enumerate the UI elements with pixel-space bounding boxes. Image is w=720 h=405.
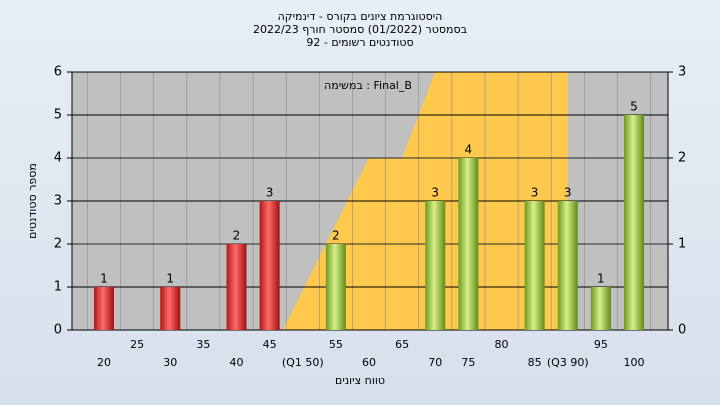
value-label: 1 (597, 272, 605, 286)
value-label: 1 (100, 272, 108, 286)
x-tick-label: 75 (461, 356, 475, 369)
x-tick-label: 55 (329, 338, 343, 351)
value-label: 3 (431, 186, 439, 200)
x-tick-label: 85 (528, 356, 542, 369)
y-axis-label: מספר סטודנטים (26, 163, 39, 239)
x-tick-label: 65 (395, 338, 409, 351)
bar (425, 201, 446, 330)
y2-tick-label: 1 (678, 237, 686, 252)
x-tick-label: 40 (230, 356, 244, 369)
chart-subtitle: בסמסטר (01/2022) סמסטר חורף 2022/23 (253, 23, 467, 36)
x-tick-label: 80 (495, 338, 509, 351)
value-label: 3 (266, 186, 274, 200)
annotation: במשימה : Final_B (324, 79, 412, 92)
y2-tick-label: 3 (678, 65, 686, 80)
value-label: 3 (564, 186, 572, 200)
x-tick-label: 30 (163, 356, 177, 369)
y-tick-label: 6 (54, 65, 62, 80)
x-tick-label: (Q1 50) (282, 356, 324, 369)
bar (160, 287, 181, 330)
value-label: 3 (531, 186, 539, 200)
bar (590, 287, 611, 330)
value-label: 4 (465, 143, 473, 157)
y-tick-label: 0 (54, 323, 62, 338)
bar (458, 158, 479, 330)
value-label: 2 (233, 229, 241, 243)
x-tick-label: (Q3 90) (547, 356, 589, 369)
x-tick-label: 60 (362, 356, 376, 369)
value-label: 2 (332, 229, 340, 243)
chart-subtitle: סטודנטים רשומים - 92 (306, 36, 413, 49)
bar (557, 201, 578, 330)
plot-frame (71, 71, 669, 331)
y-tick-label: 5 (54, 108, 62, 123)
bar (624, 115, 644, 330)
y2-tick-label: 0 (678, 323, 686, 338)
y-tick-label: 3 (54, 194, 62, 209)
y-tick-label: 1 (54, 280, 62, 295)
value-label: 5 (630, 100, 638, 114)
bar (259, 201, 280, 330)
x-tick-label: 45 (263, 338, 277, 351)
bar (325, 244, 346, 330)
bar (226, 244, 247, 330)
y-tick-label: 4 (54, 151, 62, 166)
y-tick-label: 2 (54, 237, 62, 252)
value-label: 1 (166, 272, 174, 286)
bar (524, 201, 545, 330)
x-tick-label: 95 (594, 338, 608, 351)
bar (94, 287, 114, 330)
x-axis-label: טווח ציונים (335, 374, 385, 387)
y2-tick-label: 2 (678, 151, 686, 166)
chart-title: היסטוגרמת ציונים בקורס - דינמיקה (278, 10, 443, 23)
x-tick-label: 20 (97, 356, 111, 369)
x-tick-label: 35 (196, 338, 210, 351)
x-tick-label: 25 (130, 338, 144, 351)
x-tick-label: 70 (428, 356, 442, 369)
x-tick-label: 100 (624, 356, 645, 369)
